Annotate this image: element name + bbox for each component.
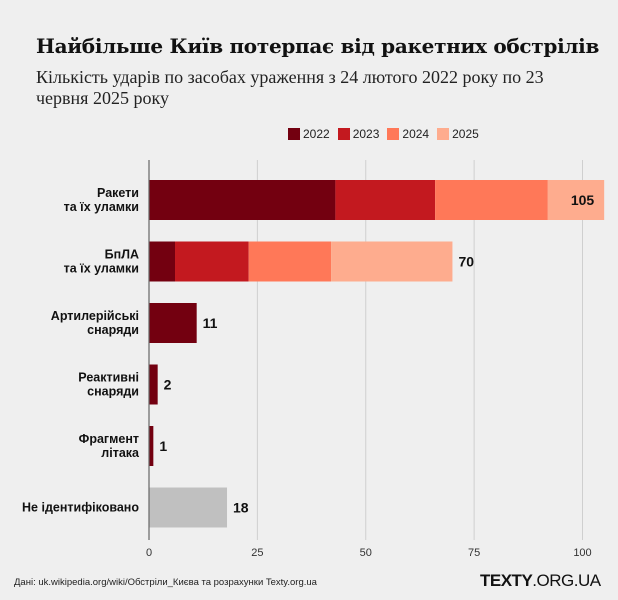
- y-category-label: та їх уламки: [64, 200, 139, 214]
- y-category-label: Ракети: [97, 186, 139, 200]
- y-category-label: та їх уламки: [64, 262, 139, 276]
- texty-logo: TEXTY.ORG.UA: [480, 571, 601, 591]
- legend-item: 2023: [337, 127, 380, 141]
- data-label: 1: [159, 438, 167, 454]
- y-category-label: літака: [101, 446, 140, 460]
- bar-segment: [149, 241, 176, 282]
- x-tick-label: 100: [573, 547, 591, 559]
- logo-bold: TEXTY: [480, 571, 533, 590]
- chart-title: Найбільше Київ потерпає від ракетних обс…: [36, 34, 600, 58]
- legend-item: 2025: [437, 127, 479, 141]
- x-tick-label: 25: [251, 547, 263, 559]
- bar-segment: [547, 180, 605, 220]
- y-category-label: Артилерійські: [51, 309, 139, 323]
- legend-label: 2022: [303, 127, 330, 141]
- bar-segment: [149, 487, 228, 528]
- y-category-label: Не ідентифіковано: [22, 501, 139, 515]
- legend-swatch: [437, 128, 450, 140]
- bar-segment: [331, 241, 453, 282]
- bar-segment: [149, 364, 158, 405]
- bar-segment: [435, 180, 548, 220]
- y-category-label: снаряди: [87, 323, 139, 337]
- y-category-label: Фрагмент: [79, 432, 139, 446]
- bar-segment: [248, 241, 332, 282]
- bar-segment: [175, 241, 249, 282]
- legend-label: 2025: [452, 127, 479, 141]
- x-tick-label: 50: [360, 547, 372, 559]
- legend-item: 2022: [288, 127, 330, 141]
- legend-swatch: [288, 128, 300, 140]
- y-category-label: снаряди: [87, 385, 139, 399]
- source-note: Дані: uk.wikipedia.org/wiki/Обстріли_Киє…: [14, 577, 317, 588]
- legend-label: 2024: [402, 127, 430, 141]
- data-label: 18: [233, 500, 249, 516]
- data-label: 70: [458, 254, 474, 270]
- x-tick-label: 75: [468, 547, 480, 559]
- bar-segment: [149, 180, 336, 220]
- data-label: 2: [164, 377, 172, 393]
- data-label: 105: [571, 192, 595, 208]
- bar-segment: [335, 180, 436, 220]
- logo-rest: .ORG.UA: [532, 571, 601, 590]
- legend-label: 2023: [352, 127, 380, 141]
- y-category-label: Реактивні: [78, 371, 139, 385]
- bar-segment: [149, 303, 197, 343]
- legend: 2022 2023 2024 2025: [288, 127, 479, 141]
- chart-subtitle: Кількість ударів по засобах ураження з 2…: [36, 67, 544, 108]
- legend-swatch: [387, 128, 400, 140]
- legend-item: 2024: [387, 127, 429, 141]
- legend-swatch: [337, 128, 350, 140]
- bar-segment: [149, 426, 154, 466]
- x-tick-label: 0: [146, 547, 152, 559]
- data-label: 11: [203, 315, 218, 331]
- y-category-label: БпЛА: [105, 248, 139, 262]
